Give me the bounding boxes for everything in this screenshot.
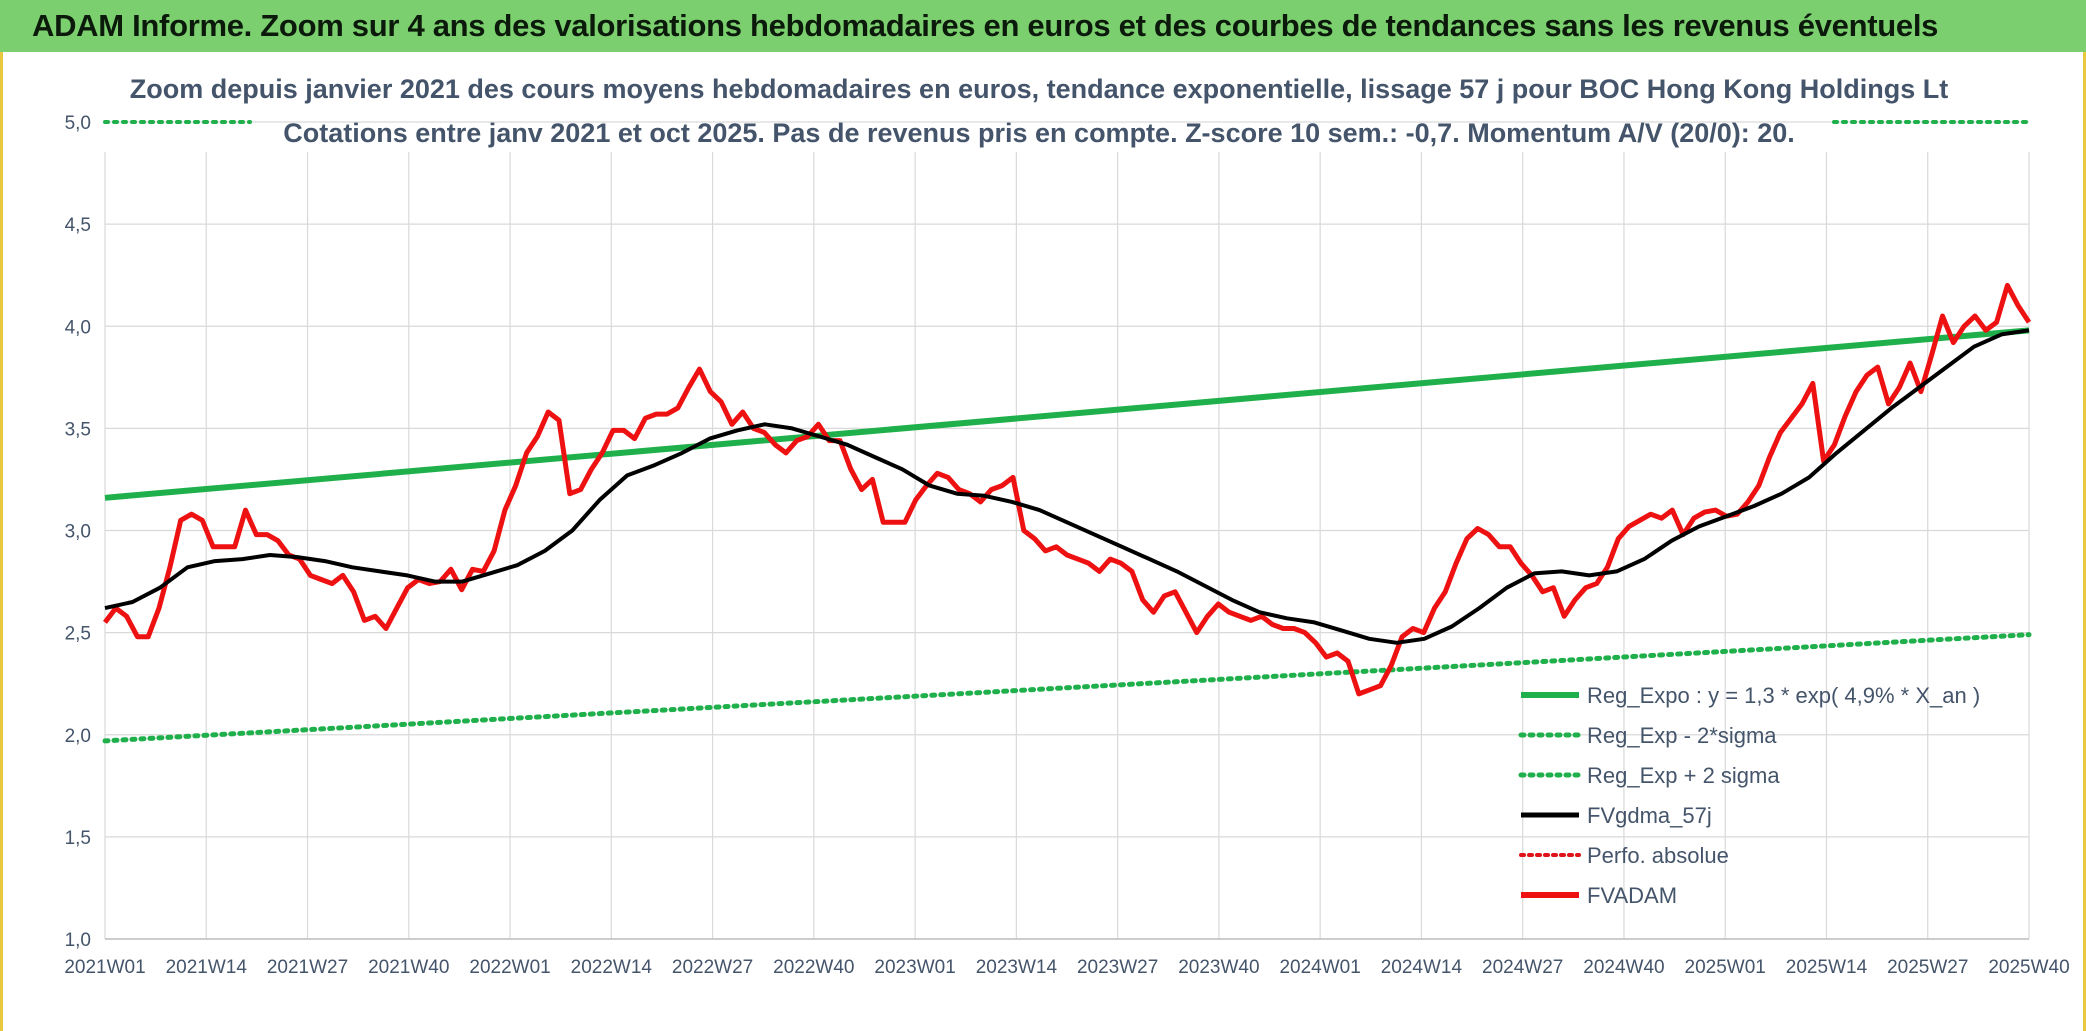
y-tick-label: 1,0 bbox=[65, 930, 91, 951]
x-tick-label: 2025W27 bbox=[1887, 957, 1968, 978]
x-tick-label: 2024W01 bbox=[1279, 957, 1360, 978]
chart-frame: Zoom depuis janvier 2021 des cours moyen… bbox=[0, 52, 2086, 1031]
header-banner: ADAM Informe. Zoom sur 4 ans des valoris… bbox=[0, 0, 2086, 52]
y-tick-label: 4,5 bbox=[65, 215, 91, 236]
x-tick-label: 2022W27 bbox=[672, 957, 753, 978]
legend-label: Reg_Exp - 2*sigma bbox=[1587, 723, 1777, 748]
chart-subtitle: Cotations entre janv 2021 et oct 2025. P… bbox=[283, 118, 1795, 148]
x-tick-label: 2021W14 bbox=[166, 957, 248, 978]
x-tick-label: 2022W40 bbox=[773, 957, 854, 978]
y-tick-label: 2,5 bbox=[65, 624, 91, 645]
series-fvgdma bbox=[104, 328, 2030, 645]
x-tick-label: 2023W40 bbox=[1178, 957, 1259, 978]
x-tick-label: 2021W40 bbox=[368, 957, 449, 978]
legend-label: FVADAM bbox=[1587, 883, 1677, 908]
x-tick-label: 2022W01 bbox=[469, 957, 550, 978]
series-reg-expo bbox=[104, 327, 2030, 501]
y-tick-label: 3,5 bbox=[65, 419, 91, 440]
x-tick-label: 2023W14 bbox=[976, 957, 1058, 978]
x-tick-label: 2023W01 bbox=[874, 957, 955, 978]
y-tick-label: 4,0 bbox=[65, 317, 91, 338]
legend-label: Reg_Exp + 2 sigma bbox=[1587, 763, 1780, 788]
y-tick-label: 3,0 bbox=[65, 522, 91, 543]
y-tick-label: 1,5 bbox=[65, 828, 91, 849]
legend-label: FVgdma_57j bbox=[1587, 803, 1712, 828]
chart-title: Zoom depuis janvier 2021 des cours moyen… bbox=[130, 74, 1948, 104]
x-tick-label: 2021W01 bbox=[64, 957, 145, 978]
series-fvadam bbox=[103, 282, 2032, 697]
legend-label: Reg_Expo : y = 1,3 * exp( 4,9% * X_an ) bbox=[1587, 683, 1980, 708]
series-reg-exp-minus-2sigma bbox=[102, 632, 2032, 744]
y-tick-label: 2,0 bbox=[65, 726, 91, 747]
x-tick-label: 2024W27 bbox=[1482, 957, 1563, 978]
x-tick-label: 2025W14 bbox=[1786, 957, 1868, 978]
x-tick-label: 2022W14 bbox=[571, 957, 653, 978]
y-tick-label: 5,0 bbox=[65, 113, 91, 134]
legend-label: Perfo. absolue bbox=[1587, 843, 1729, 868]
x-tick-label: 2025W40 bbox=[1988, 957, 2069, 978]
x-tick-label: 2024W14 bbox=[1381, 957, 1463, 978]
x-tick-label: 2025W01 bbox=[1685, 957, 1766, 978]
x-tick-label: 2023W27 bbox=[1077, 957, 1158, 978]
chart-area: Zoom depuis janvier 2021 des cours moyen… bbox=[64, 64, 2070, 978]
title-backdrop bbox=[253, 64, 1833, 160]
x-tick-label: 2024W40 bbox=[1583, 957, 1664, 978]
x-tick-label: 2021W27 bbox=[267, 957, 348, 978]
page-title: ADAM Informe. Zoom sur 4 ans des valoris… bbox=[32, 8, 1939, 43]
